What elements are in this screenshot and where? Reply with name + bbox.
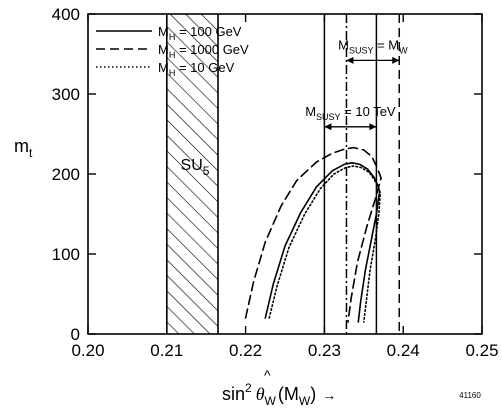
y-tick-label-5: 400 xyxy=(52,5,80,24)
x-tick-label-5: 0.24 xyxy=(387,341,420,360)
x-tick-label-4: 0.23 xyxy=(308,341,341,360)
legend-label-1: MH = 100 GeV xyxy=(158,24,242,42)
annotation-arrowhead-right-2 xyxy=(369,123,377,131)
axis-ticks xyxy=(87,13,483,335)
annotation-arrowhead-left-2 xyxy=(324,123,332,131)
annotations: MSUSY = MW MSUSY = 10 TeV xyxy=(305,37,408,131)
series-line-1 xyxy=(264,162,381,323)
x-tick-label-2: 0.21 xyxy=(150,341,183,360)
excluded-band xyxy=(166,14,219,334)
series-line-3 xyxy=(268,165,382,323)
legend-label-3: MH = 10 GeV xyxy=(158,60,235,78)
annotation-arrowhead-left-1 xyxy=(346,56,354,64)
annotation-msusy-mw: MSUSY = MW xyxy=(338,37,408,64)
x-axis-label: sin2 θW (MW) → ^ xyxy=(222,367,336,408)
legend-label-2: MH = 1000 GeV xyxy=(158,42,249,60)
annotation-msusy-10tev: MSUSY = 10 TeV xyxy=(305,104,396,131)
y-tick-label-2: 100 xyxy=(52,245,80,264)
x-tick-label-3: 0.22 xyxy=(229,341,262,360)
x-tick-label-6: 0.25 xyxy=(465,341,498,360)
x-tick-label-1: 0.20 xyxy=(71,341,104,360)
series-line-2 xyxy=(244,146,382,323)
svg-text:^: ^ xyxy=(264,367,271,383)
vertical-lines xyxy=(323,14,401,334)
annotation-label-2: MSUSY = 10 TeV xyxy=(305,104,396,122)
band-label: SU5 xyxy=(181,157,210,178)
x-tick-labels: 0.20 0.21 0.22 0.23 0.24 0.25 xyxy=(71,341,498,360)
y-tick-label-4: 300 xyxy=(52,85,80,104)
annotation-label-1: MSUSY = MW xyxy=(338,37,408,55)
y-tick-labels: 0 100 200 300 400 xyxy=(52,5,80,344)
series-lines xyxy=(244,146,382,323)
y-axis-label: mt xyxy=(14,136,33,160)
plot-frame xyxy=(87,13,483,335)
figure-number: 41160 xyxy=(459,391,481,400)
excluded-band-fill xyxy=(166,14,219,334)
y-tick-label-1: 0 xyxy=(71,325,80,344)
annotation-arrowhead-right-1 xyxy=(392,56,400,64)
y-tick-label-3: 200 xyxy=(52,165,80,184)
